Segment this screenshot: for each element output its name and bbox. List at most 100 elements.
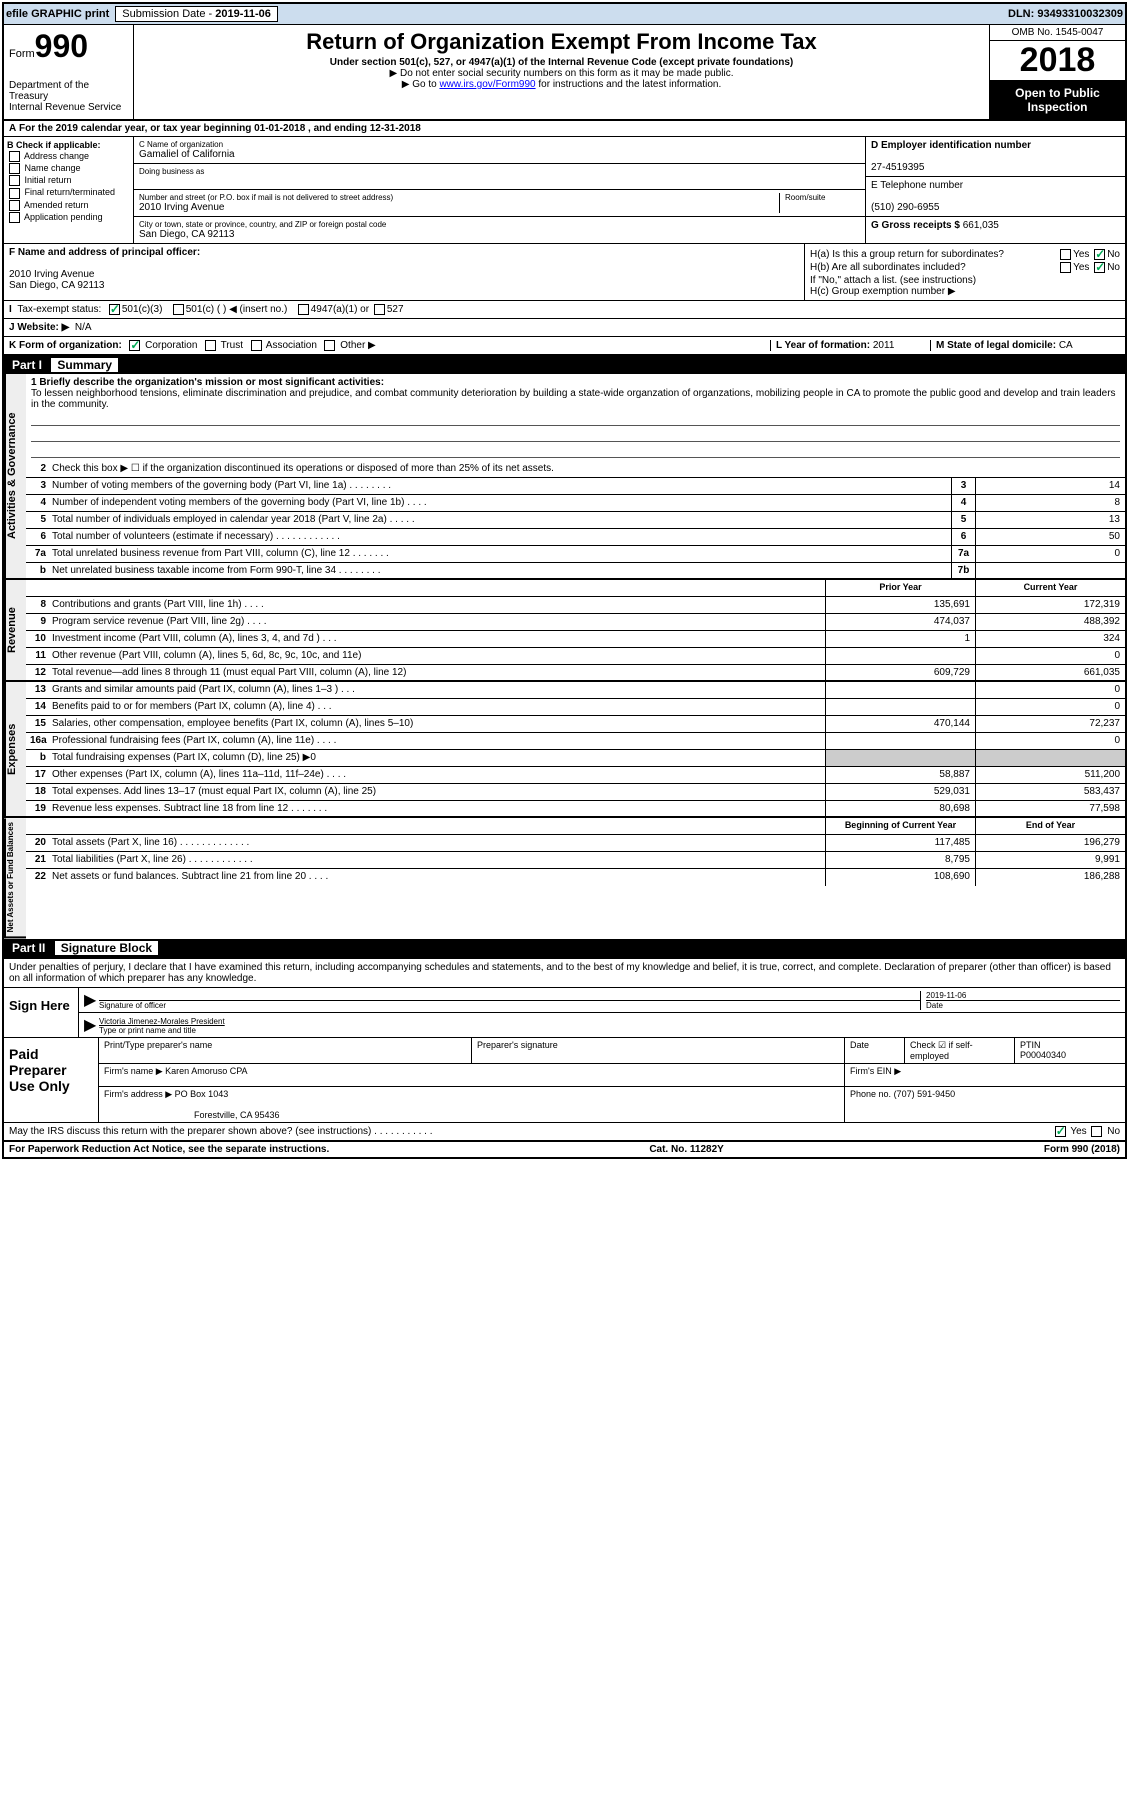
website: N/A (75, 322, 92, 333)
ck-4947[interactable] (298, 304, 309, 315)
line-3: 3Number of voting members of the governi… (26, 478, 1125, 495)
ck-final[interactable]: Final return/terminated (7, 187, 130, 198)
line-12: 12Total revenue—add lines 8 through 11 (… (26, 665, 1125, 682)
ck-name[interactable]: Name change (7, 163, 130, 174)
part1-title: Summary (51, 358, 118, 372)
foot-formno: Form 990 (2018) (1044, 1144, 1120, 1155)
ck-trust[interactable] (205, 340, 216, 351)
note-goto: ▶ Go to www.irs.gov/Form990 for instruct… (138, 79, 985, 90)
city-lbl: City or town, state or province, country… (139, 220, 860, 229)
line-18: 18Total expenses. Add lines 13–17 (must … (26, 784, 1125, 801)
ein-lbl: D Employer identification number (871, 140, 1031, 151)
discuss-text: May the IRS discuss this return with the… (9, 1126, 1053, 1137)
org-name-lbl: C Name of organization (139, 140, 860, 149)
gross-lbl: G Gross receipts $ (871, 220, 963, 231)
city-box: City or town, state or province, country… (134, 217, 865, 243)
ck-501c3[interactable] (109, 304, 120, 315)
line-4: 4Number of independent voting members of… (26, 495, 1125, 512)
mission-lbl: 1 Briefly describe the organization's mi… (31, 377, 384, 388)
line-6: 6Total number of volunteers (estimate if… (26, 529, 1125, 546)
ck-other[interactable] (324, 340, 335, 351)
header-center: Return of Organization Exempt From Incom… (134, 25, 990, 119)
ck-pending[interactable]: Application pending (7, 212, 130, 223)
hc-text: H(c) Group exemption number ▶ (810, 286, 1120, 297)
summary-revenue: Revenue Prior YearCurrent Year 8Contribu… (4, 580, 1125, 682)
ha-no[interactable] (1094, 249, 1105, 260)
prep-line3: Firm's address ▶ PO Box 1043Forestville,… (99, 1087, 1125, 1122)
dba-box: Doing business as (134, 164, 865, 190)
ha-line: H(a) Is this a group return for subordin… (810, 249, 1120, 260)
sign-here-lbl: Sign Here (4, 988, 79, 1037)
j-lbl: J Website: ▶ (9, 322, 69, 333)
hb-text: H(b) Are all subordinates included? (810, 262, 966, 273)
firm-phone: (707) 591-9450 (894, 1089, 956, 1099)
ha-yes[interactable] (1060, 249, 1071, 260)
subdate-val: 2019-11-06 (215, 8, 271, 20)
org-city: San Diego, CA 92113 (139, 229, 860, 240)
prep-name-lbl: Print/Type preparer's name (99, 1038, 472, 1063)
part1-header: Part I Summary (4, 356, 1125, 374)
omb-number: OMB No. 1545-0047 (990, 25, 1125, 41)
ck-amended[interactable]: Amended return (7, 200, 130, 211)
col-d: D Employer identification number 27-4519… (865, 137, 1125, 243)
open-to-public: Open to Public Inspection (990, 81, 1125, 119)
row-klm: K Form of organization: Corporation Trus… (4, 337, 1125, 356)
fein-lbl: Firm's EIN ▶ (845, 1064, 1125, 1086)
ein-box: D Employer identification number 27-4519… (866, 137, 1125, 177)
gross-box: G Gross receipts $ 661,035 (866, 217, 1125, 234)
ck-address[interactable]: Address change (7, 151, 130, 162)
section-fh: F Name and address of principal officer:… (4, 244, 1125, 301)
line-14: 14Benefits paid to or for members (Part … (26, 699, 1125, 716)
foot-paperwork: For Paperwork Reduction Act Notice, see … (9, 1144, 329, 1155)
ck-501c[interactable] (173, 304, 184, 315)
foot-catno: Cat. No. 11282Y (649, 1144, 723, 1155)
discuss-yes[interactable] (1055, 1126, 1066, 1137)
hb-yes[interactable] (1060, 262, 1071, 273)
ha-text: H(a) Is this a group return for subordin… (810, 249, 1004, 260)
firm-addr: PO Box 1043 (175, 1089, 229, 1099)
sig-arrow-icon: ▶ (84, 990, 99, 1010)
dba-lbl: Doing business as (139, 167, 860, 176)
telephone: (510) 290-6955 (871, 202, 939, 213)
k-lbl: K Form of organization: (9, 340, 122, 351)
header: Form990 Department of the Treasury Inter… (4, 25, 1125, 121)
f-addr1: 2010 Irving Avenue (9, 269, 94, 280)
hb-no[interactable] (1094, 262, 1105, 273)
year-header: Prior YearCurrent Year (26, 580, 1125, 597)
form-subtitle: Under section 501(c), 527, or 4947(a)(1)… (138, 57, 985, 68)
irs-link[interactable]: www.irs.gov/Form990 (439, 79, 535, 90)
goto-pre: ▶ Go to (402, 79, 440, 90)
ck-corp[interactable] (129, 340, 140, 351)
efile-label[interactable]: efile GRAPHIC print (6, 8, 109, 20)
line-a-text: For the 2019 calendar year, or tax year … (19, 123, 421, 134)
prep-selfemp: Check ☑ if self-employed (905, 1038, 1015, 1063)
prep-date-lbl: Date (845, 1038, 905, 1063)
prep-line1: Print/Type preparer's name Preparer's si… (99, 1038, 1125, 1064)
sig-date-lbl: Date (926, 1000, 1120, 1010)
summary-netassets: Net Assets or Fund Balances Beginning of… (4, 818, 1125, 938)
preparer-section: Paid Preparer Use Only Print/Type prepar… (4, 1038, 1125, 1123)
line-10: 10Investment income (Part VIII, column (… (26, 631, 1125, 648)
state-domicile: CA (1059, 340, 1073, 351)
uline (31, 412, 1120, 426)
note-ssn: ▶ Do not enter social security numbers o… (138, 68, 985, 79)
ck-assoc[interactable] (251, 340, 262, 351)
line-20: 20Total assets (Part X, line 16) . . . .… (26, 835, 1125, 852)
mission-block: 1 Briefly describe the organization's mi… (26, 374, 1125, 461)
net-header: Beginning of Current YearEnd of Year (26, 818, 1125, 835)
row-j: J Website: ▶ N/A (4, 319, 1125, 337)
ck-527[interactable] (374, 304, 385, 315)
col-c: C Name of organization Gamaliel of Calif… (134, 137, 865, 243)
summary-expenses: Expenses 13Grants and similar amounts pa… (4, 682, 1125, 818)
header-right: OMB No. 1545-0047 2018 Open to Public In… (990, 25, 1125, 119)
goto-post: for instructions and the latest informat… (536, 79, 722, 90)
uline (31, 428, 1120, 442)
discuss-no[interactable] (1091, 1126, 1102, 1137)
summary-governance: Activities & Governance 1 Briefly descri… (4, 374, 1125, 580)
line-a: A For the 2019 calendar year, or tax yea… (4, 121, 1125, 137)
tel-box: E Telephone number (510) 290-6955 (866, 177, 1125, 217)
ck-initial[interactable]: Initial return (7, 175, 130, 186)
ptin: P00040340 (1020, 1050, 1066, 1060)
dln: DLN: 93493310032309 (1008, 8, 1123, 20)
firm-name: Karen Amoruso CPA (165, 1066, 247, 1076)
